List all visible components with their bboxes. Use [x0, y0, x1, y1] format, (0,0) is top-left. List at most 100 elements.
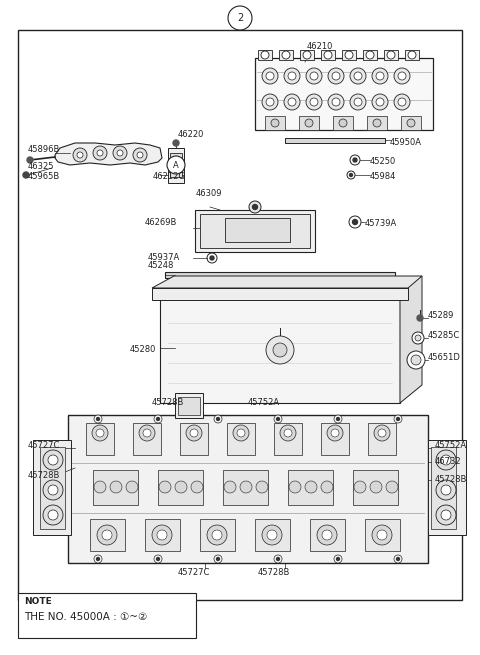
- Circle shape: [349, 174, 352, 176]
- Circle shape: [117, 150, 123, 156]
- Circle shape: [113, 146, 127, 160]
- Circle shape: [345, 51, 353, 59]
- Polygon shape: [55, 143, 162, 165]
- Bar: [405, 50, 419, 60]
- Circle shape: [94, 415, 102, 423]
- Text: 45250: 45250: [370, 157, 396, 166]
- Bar: [33, 440, 71, 535]
- Text: 45728B: 45728B: [152, 398, 184, 407]
- Circle shape: [350, 68, 366, 84]
- Bar: [133, 423, 161, 455]
- Circle shape: [216, 557, 219, 561]
- Bar: [223, 470, 268, 505]
- Bar: [401, 116, 421, 130]
- Circle shape: [303, 51, 311, 59]
- Bar: [180, 423, 208, 455]
- Circle shape: [262, 525, 282, 545]
- Polygon shape: [152, 276, 422, 288]
- Circle shape: [94, 555, 102, 563]
- Circle shape: [157, 530, 167, 540]
- Text: 46309: 46309: [196, 189, 223, 198]
- Circle shape: [152, 525, 172, 545]
- Circle shape: [262, 68, 278, 84]
- Circle shape: [133, 148, 147, 162]
- Circle shape: [328, 68, 344, 84]
- Circle shape: [332, 98, 340, 106]
- Bar: [300, 50, 314, 60]
- Bar: [255, 519, 290, 551]
- Text: 45752A: 45752A: [435, 441, 467, 449]
- Bar: [363, 50, 377, 60]
- Circle shape: [436, 505, 456, 525]
- Circle shape: [396, 557, 399, 561]
- Circle shape: [436, 480, 456, 500]
- Circle shape: [441, 455, 451, 465]
- Circle shape: [352, 219, 358, 225]
- Circle shape: [48, 455, 58, 465]
- Circle shape: [73, 148, 87, 162]
- Circle shape: [27, 157, 33, 163]
- Bar: [86, 423, 114, 455]
- Circle shape: [354, 481, 366, 493]
- Circle shape: [305, 481, 317, 493]
- Circle shape: [191, 481, 203, 493]
- Circle shape: [322, 530, 332, 540]
- Bar: [288, 470, 333, 505]
- Circle shape: [139, 425, 155, 441]
- Circle shape: [372, 525, 392, 545]
- Circle shape: [156, 417, 159, 421]
- Circle shape: [370, 481, 382, 493]
- Circle shape: [372, 68, 388, 84]
- Text: 45984: 45984: [370, 172, 396, 181]
- Text: 45280: 45280: [130, 345, 156, 354]
- Circle shape: [317, 525, 337, 545]
- Bar: [321, 50, 335, 60]
- Circle shape: [214, 415, 222, 423]
- Text: 45727C: 45727C: [178, 568, 210, 577]
- Circle shape: [394, 68, 410, 84]
- Bar: [158, 470, 203, 505]
- Circle shape: [126, 481, 138, 493]
- Circle shape: [48, 510, 58, 520]
- Bar: [365, 519, 400, 551]
- Bar: [367, 116, 387, 130]
- Bar: [299, 116, 319, 130]
- Circle shape: [321, 481, 333, 493]
- Circle shape: [373, 119, 381, 127]
- Bar: [40, 447, 65, 529]
- Circle shape: [96, 557, 99, 561]
- Circle shape: [186, 425, 202, 441]
- Bar: [227, 423, 255, 455]
- Circle shape: [261, 51, 269, 59]
- Bar: [368, 423, 396, 455]
- Text: 45248: 45248: [148, 261, 174, 270]
- Circle shape: [228, 6, 252, 30]
- Bar: [18, 30, 462, 600]
- Circle shape: [207, 525, 227, 545]
- Text: 45651D: 45651D: [428, 354, 461, 362]
- Text: THE NO. 45000A : ①~②: THE NO. 45000A : ①~②: [24, 612, 147, 622]
- Circle shape: [256, 481, 268, 493]
- Circle shape: [210, 256, 214, 260]
- Circle shape: [354, 98, 362, 106]
- Circle shape: [266, 72, 274, 80]
- Text: 45965B: 45965B: [28, 172, 60, 181]
- Circle shape: [271, 119, 279, 127]
- Circle shape: [366, 51, 374, 59]
- Text: NOTE: NOTE: [24, 597, 52, 606]
- Bar: [200, 214, 310, 248]
- Circle shape: [224, 481, 236, 493]
- Bar: [353, 470, 398, 505]
- Circle shape: [159, 481, 171, 493]
- Circle shape: [288, 98, 296, 106]
- Circle shape: [310, 98, 318, 106]
- Bar: [90, 519, 125, 551]
- Circle shape: [175, 481, 187, 493]
- Bar: [165, 272, 395, 278]
- Circle shape: [398, 98, 406, 106]
- Bar: [285, 138, 385, 143]
- Circle shape: [97, 525, 117, 545]
- Text: 45896B: 45896B: [28, 145, 60, 154]
- Circle shape: [436, 450, 456, 470]
- Circle shape: [273, 343, 287, 357]
